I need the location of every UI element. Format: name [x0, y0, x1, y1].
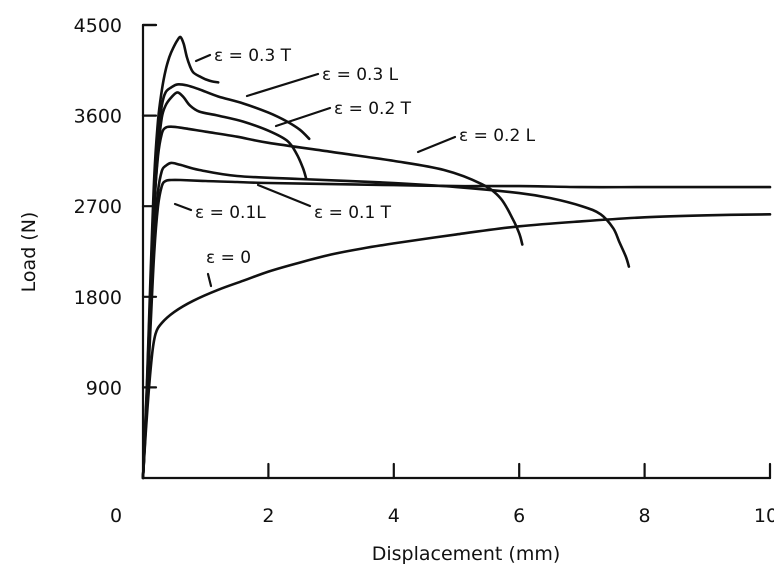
y-ticks: 900 1800 2700 3600 4500	[74, 15, 158, 399]
x-tick-label: 8	[639, 505, 651, 527]
leader-e-0	[206, 272, 213, 288]
label-e-0.2T: ε = 0.2 T	[334, 99, 412, 119]
series-line-0	[141, 213, 772, 480]
series-line-2	[141, 161, 631, 480]
x-tick-label: 6	[513, 505, 525, 527]
x-tick-label: 10	[754, 505, 774, 527]
x-tick-label: 4	[388, 505, 400, 527]
x-tick-label-origin: 0	[110, 505, 122, 527]
leader-e-0.3T	[194, 53, 212, 63]
series-line-6	[141, 35, 220, 480]
y-tick-label: 4500	[74, 15, 122, 37]
label-leaders	[173, 53, 457, 288]
series-line-4	[141, 91, 308, 480]
leader-e-0.1T	[256, 183, 312, 208]
series-line-1	[141, 178, 772, 480]
x-axis-title: Displacement (mm)	[372, 543, 561, 565]
leader-e-0.2L	[416, 135, 457, 154]
y-tick-label: 900	[86, 377, 122, 399]
label-e-0.3T: ε = 0.3 T	[214, 46, 292, 66]
label-e-0.1L: ε = 0.1L	[195, 203, 266, 223]
x-ticks: 2 4 6 8 10	[262, 462, 774, 527]
label-e-0.1T: ε = 0.1 T	[314, 203, 392, 223]
y-axis-title: Load (N)	[18, 212, 40, 293]
leader-e-0.1L	[173, 202, 193, 212]
leader-e-0.2T	[274, 106, 332, 128]
y-tick-label: 2700	[74, 196, 122, 218]
y-tick-label: 1800	[74, 287, 122, 309]
label-e-0.3L: ε = 0.3 L	[322, 65, 399, 85]
x-tick-label: 2	[262, 505, 274, 527]
y-tick-label: 3600	[74, 106, 122, 128]
leader-e-0.3L	[245, 72, 320, 98]
label-e-0.2L: ε = 0.2 L	[459, 126, 536, 146]
label-e-0: ε = 0	[206, 248, 251, 268]
series-line-5	[141, 83, 311, 480]
series-curves	[141, 35, 772, 480]
